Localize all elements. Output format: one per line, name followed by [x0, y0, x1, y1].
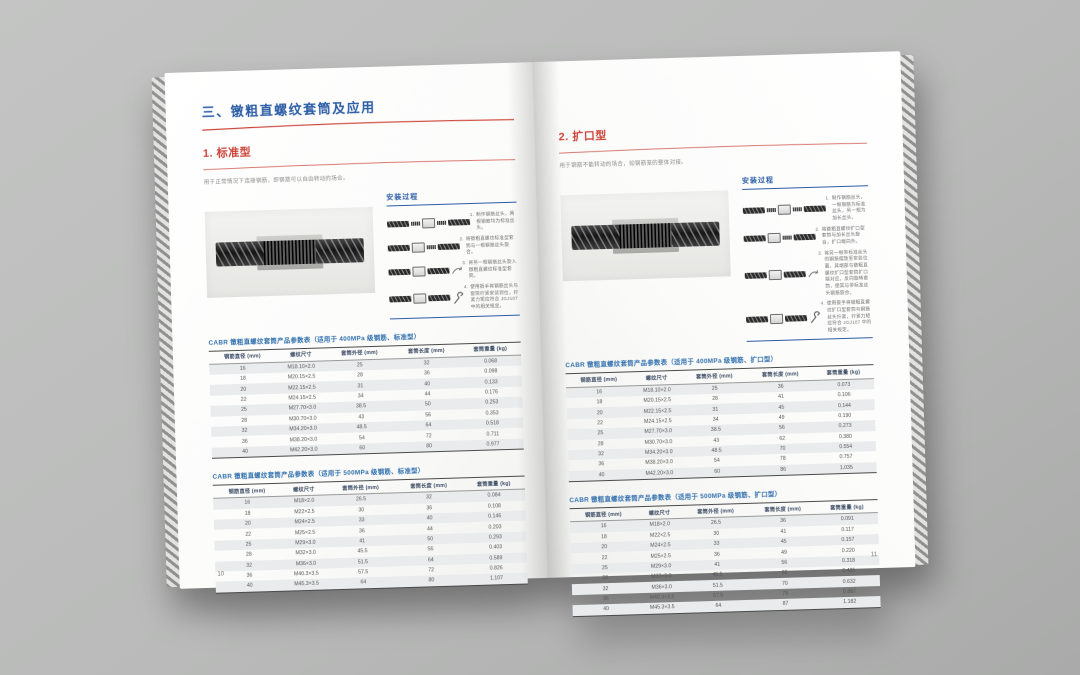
install-step-row: 将镦粗直螺纹标准型套筒与一根钢筋丝头旋合。 — [387, 234, 519, 259]
install-step-row: 将另一根钢筋丝头旋入镦粗直螺纹标准型套筒。 — [388, 259, 519, 283]
cell: 64 — [360, 579, 367, 586]
install-step-row: 将镦粗直螺纹扩口型套筒与加长丝头旋合，扩口端向外。 — [743, 225, 870, 249]
parameter-table-container: 钢筋直径 (mm) 螺纹尺寸 套筒外径 (mm) 套筒长度 (mm) 套筒重量 (kg)… — [208, 341, 524, 459]
step-text: 将镦粗直螺纹扩口型套筒与加长丝头旋合，扩口端向外。 — [821, 224, 865, 245]
cell: M45.3×3.5 — [649, 604, 675, 612]
rotate-arrow-icon — [452, 266, 462, 274]
cell: M42.20×3.0 — [289, 446, 318, 454]
cell: 40 — [603, 606, 610, 613]
table-block-500mpa-flared: CABR 镦粗直螺纹套筒产品参数表（适用于 500MPa 级钢筋、扩口型） 钢筋… — [569, 486, 881, 617]
cell: 40 — [246, 583, 253, 590]
thread-graphic — [619, 223, 672, 249]
step-text: 制作钢筋丝头，两根钢筋均为标准丝头。 — [476, 210, 515, 231]
brochure-spread: 三、镦粗直螺纹套筒及应用 1. 标准型 用于正常情况下连接钢筋，即钢筋可以自由转… — [151, 51, 929, 617]
coupler-photo — [204, 206, 376, 298]
column-header: 螺纹尺寸 — [636, 505, 683, 520]
rebar-rib-graphic — [215, 241, 265, 267]
step-text: 使用扳手将镦粗直螺纹扩口型套筒与钢筋丝头拧紧，拧紧力矩应符合 JGJ107 中的… — [826, 299, 872, 333]
parameter-table: 钢筋直径 (mm) 螺纹尺寸 套筒外径 (mm) 套筒长度 (mm) 套筒重量 (kg)… — [569, 499, 881, 617]
diagram-tighten-wrench — [745, 310, 821, 327]
cell: 40 — [242, 448, 249, 455]
wrench-icon — [453, 291, 464, 304]
cell: 87 — [782, 601, 789, 608]
table-block-500mpa-standard: CABR 镦粗直螺纹套筒产品参数表（适用于 500MPa 级钢筋、标准型） 钢筋… — [212, 463, 528, 594]
page-left: 三、镦粗直螺纹套筒及应用 1. 标准型 用于正常情况下连接钢筋，即钢筋可以自由转… — [164, 62, 548, 594]
install-step-row: 使用扳手将镦粗直螺纹扩口型套筒与钢筋丝头拧紧，拧紧力矩应符合 JGJ107 中的… — [745, 299, 873, 336]
parameter-table: 钢筋直径 (mm) 螺纹尺寸 套筒外径 (mm) 套筒长度 (mm) 套筒重量 (kg)… — [208, 341, 524, 459]
diagram-coupler-on-bar — [387, 239, 460, 256]
section-underline — [203, 159, 516, 171]
cell: 86 — [780, 466, 787, 473]
cell: 1.035 — [839, 464, 853, 472]
cell: 0.977 — [486, 441, 500, 448]
wrench-icon — [810, 311, 821, 324]
parameter-table-container: 钢筋直径 (mm) 螺纹尺寸 套筒外径 (mm) 套筒长度 (mm) 套筒重量 (kg)… — [565, 364, 877, 483]
cell: M45.3×3.5 — [294, 581, 320, 588]
coupler-photo — [560, 190, 731, 282]
step-text: 制作钢筋丝头，一根钢筋为标准丝头，另一根为加长丝头。 — [831, 194, 866, 221]
page-number: 10 — [217, 571, 225, 578]
diagram-tighten-wrench — [389, 290, 464, 307]
parameter-table: 钢筋直径 (mm) 螺纹尺寸 套筒外径 (mm) 套筒长度 (mm) 套筒重量 (kg)… — [565, 364, 877, 483]
install-step-row: 制作钢筋丝头，一根钢筋为标准丝头，另一根为加长丝头。 — [742, 194, 869, 224]
section-underline — [559, 142, 867, 154]
cell: 60 — [359, 445, 366, 452]
table-block-400mpa-flared: CABR 镦粗直螺纹套筒产品参数表（适用于 400MPa 级钢筋、扩口型） 钢筋… — [565, 352, 877, 483]
parameter-table: 钢筋直径 (mm) 螺纹尺寸 套筒外径 (mm) 套筒长度 (mm) 套筒重量 (kg)… — [212, 475, 528, 594]
install-step-row: 将另一根带标准丝头的钢筋摆放至安装位置，其端部与镦粗直螺纹扩口型套筒扩口端对应，… — [744, 249, 871, 299]
cell: 40 — [598, 471, 605, 479]
diagram-separate-parts — [387, 215, 471, 232]
rebar-rib-graphic — [571, 224, 620, 251]
cell: 1.107 — [489, 575, 504, 583]
step-text: 将镦粗直螺纹标准型套筒与一根钢筋丝头旋合。 — [465, 234, 514, 255]
install-step-row: 使用扳手将钢筋丝头与套筒拧紧安装到位，拧紧力矩应符合 JGJ107 中的相关规定… — [389, 283, 520, 313]
page-number: 11 — [870, 552, 878, 559]
diagram-coupler-on-bar — [743, 229, 816, 246]
page-right: 2. 扩口型 用于钢筋不能转动的场合，如钢筋笼的整体对接。 安装过程 — [532, 51, 916, 617]
cell: 1.182 — [843, 599, 857, 606]
cell: M42.20×3.0 — [645, 469, 674, 477]
section-description: 用于正常情况下连接钢筋，即钢筋可以自由转动的场合。 — [203, 175, 349, 186]
table-block-400mpa-standard: CABR 镦粗直螺纹套筒产品参数表（适用于 400MPa 级钢筋、标准型） 钢筋… — [208, 328, 524, 459]
diagram-joining — [388, 263, 462, 280]
step-text: 将另一根钢筋丝头旋入镦粗直螺纹标准型套筒。 — [468, 258, 517, 279]
thread-graphic — [263, 239, 317, 266]
section-description: 用于钢筋不能转动的场合，如钢筋笼的整体对接。 — [559, 159, 688, 170]
cell: 64 — [715, 603, 722, 610]
cell: 80 — [428, 577, 435, 584]
install-step-row: 制作钢筋丝头，两根钢筋均为标准丝头。 — [387, 211, 518, 235]
step-text: 使用扳手将钢筋丝头与套筒拧紧安装到位，拧紧力矩应符合 JGJ107 中的相关规定… — [470, 282, 519, 309]
column-header: 螺纹尺寸 — [280, 481, 327, 497]
install-process: 安装过程 制作钢筋丝头，一根钢筋为标准丝头，另一根为加长丝头。 将镦粗直螺纹扩口… — [741, 172, 873, 343]
rotate-arrow-icon — [808, 270, 819, 278]
rebar-rib-graphic — [671, 221, 720, 248]
parameter-table-container: 钢筋直径 (mm) 螺纹尺寸 套筒外径 (mm) 套筒长度 (mm) 套筒重量 (kg)… — [212, 475, 528, 594]
step-text: 将另一根带标准丝头的钢筋摆放至安装位置，其端部与镦粗直螺纹扩口型套筒扩口端对应，… — [824, 248, 869, 296]
install-process: 安装过程 制作钢筋丝头，两根钢筋均为标准丝头。 将镦粗直螺纹标准型套筒与一根钢筋… — [386, 188, 520, 319]
cell: 60 — [714, 468, 721, 475]
parameter-table-container: 钢筋直径 (mm) 螺纹尺寸 套筒外径 (mm) 套筒长度 (mm) 套筒重量 (kg)… — [569, 499, 881, 617]
diagram-joining — [744, 266, 819, 283]
diagram-separate-parts — [742, 201, 826, 218]
title-underline — [202, 119, 515, 131]
rebar-rib-graphic — [315, 238, 365, 264]
cell: 80 — [426, 443, 433, 450]
